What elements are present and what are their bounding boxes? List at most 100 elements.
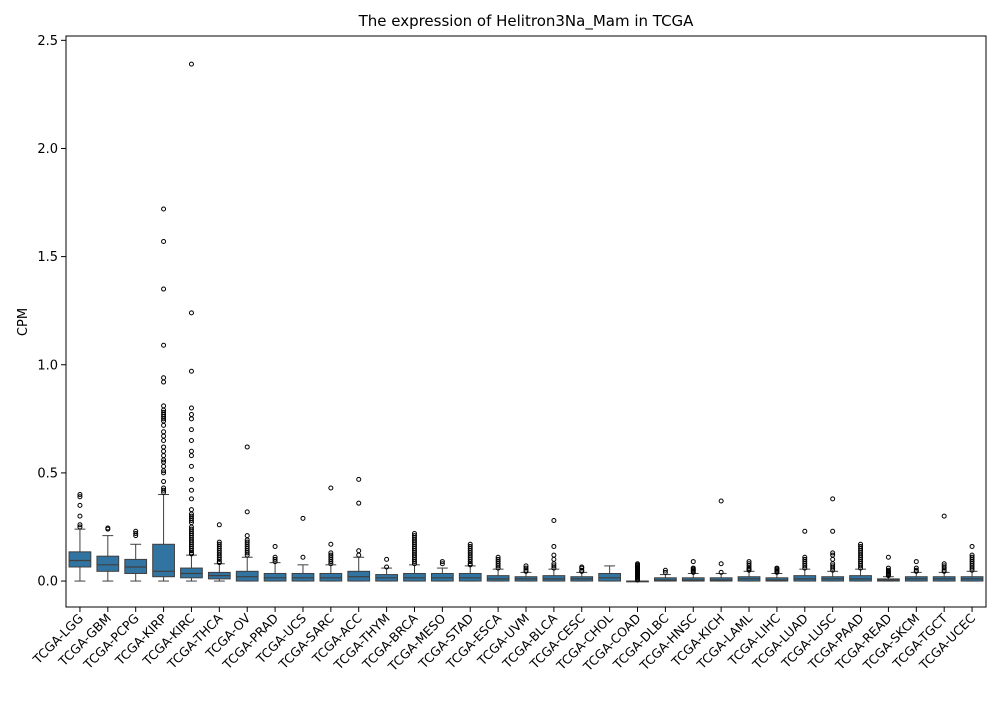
outlier-point bbox=[941, 563, 947, 569]
outlier-point bbox=[188, 412, 194, 418]
outlier-point bbox=[969, 543, 975, 549]
outlier-point bbox=[244, 539, 250, 545]
outlier-point bbox=[161, 444, 167, 450]
box-group bbox=[124, 528, 148, 582]
outlier-point bbox=[244, 509, 250, 515]
outlier-point bbox=[690, 565, 696, 571]
outlier-point bbox=[662, 567, 668, 573]
outlier-point bbox=[411, 533, 417, 539]
box-group bbox=[207, 522, 231, 582]
y-axis-label: CPM bbox=[16, 308, 31, 336]
outlier-point bbox=[328, 550, 334, 556]
box-body bbox=[68, 551, 92, 568]
y-tick-label: 1.0 bbox=[37, 358, 58, 373]
outlier-point bbox=[913, 567, 919, 573]
outlier-point bbox=[523, 563, 529, 569]
outlier-point bbox=[746, 559, 752, 565]
outlier-point bbox=[551, 543, 557, 549]
box-group bbox=[291, 515, 315, 582]
box-group bbox=[681, 559, 705, 582]
box-group bbox=[793, 528, 817, 582]
outlier-point bbox=[188, 487, 194, 493]
box-group bbox=[96, 525, 120, 582]
outlier-point bbox=[188, 427, 194, 433]
outlier-point bbox=[830, 556, 836, 562]
y-tick-label: 2.5 bbox=[37, 34, 58, 49]
box-group bbox=[458, 541, 482, 582]
outlier-point bbox=[161, 379, 167, 385]
box-group bbox=[932, 513, 956, 582]
outlier-point bbox=[579, 564, 585, 570]
box-group bbox=[570, 564, 594, 582]
outlier-point bbox=[551, 563, 557, 569]
outlier-point bbox=[830, 550, 836, 556]
outlier-point bbox=[188, 416, 194, 422]
outlier-point bbox=[858, 543, 864, 549]
outlier-point bbox=[495, 556, 501, 562]
outlier-point bbox=[272, 554, 278, 560]
outlier-point bbox=[969, 552, 975, 558]
outlier-point bbox=[188, 476, 194, 482]
box-group bbox=[654, 567, 677, 582]
outlier-point bbox=[356, 552, 362, 558]
outlier-point bbox=[830, 496, 836, 502]
box-group bbox=[403, 530, 426, 582]
box-group bbox=[849, 541, 872, 582]
outlier-point bbox=[802, 554, 808, 560]
outlier-point bbox=[161, 422, 167, 428]
outlier-point bbox=[885, 567, 891, 573]
outlier-point bbox=[188, 448, 194, 454]
outlier-point bbox=[718, 569, 724, 575]
outlier-point bbox=[77, 524, 83, 530]
box-group bbox=[542, 517, 566, 582]
outlier-point bbox=[161, 409, 167, 415]
outlier-point bbox=[913, 565, 919, 571]
outlier-point bbox=[551, 517, 557, 523]
box-group bbox=[430, 559, 454, 582]
outlier-point bbox=[662, 569, 668, 575]
y-tick-label: 0.0 bbox=[37, 575, 58, 590]
outlier-point bbox=[495, 554, 501, 560]
outlier-point bbox=[384, 564, 390, 570]
outlier-point bbox=[161, 463, 167, 469]
y-tick-label: 1.5 bbox=[37, 250, 58, 265]
outlier-point bbox=[77, 522, 83, 528]
outlier-point bbox=[774, 565, 780, 571]
outlier-point bbox=[439, 561, 445, 567]
outlier-point bbox=[188, 513, 194, 519]
outlier-point bbox=[161, 437, 167, 443]
box-group bbox=[235, 444, 259, 582]
box-group bbox=[486, 554, 510, 582]
outlier-point bbox=[161, 342, 167, 348]
outlier-point bbox=[300, 515, 306, 521]
box-group bbox=[152, 206, 175, 582]
outlier-point bbox=[272, 556, 278, 562]
box-group bbox=[737, 559, 761, 582]
box-group bbox=[960, 543, 984, 582]
box-group bbox=[709, 498, 733, 582]
box-group bbox=[514, 563, 538, 582]
outlier-point bbox=[913, 559, 919, 565]
outlier-point bbox=[161, 487, 167, 493]
box-group bbox=[263, 543, 287, 582]
outlier-point bbox=[188, 368, 194, 374]
outlier-point bbox=[161, 433, 167, 439]
outlier-point bbox=[216, 539, 222, 545]
outlier-point bbox=[885, 565, 891, 571]
box-group bbox=[319, 485, 343, 582]
outlier-point bbox=[244, 444, 250, 450]
outlier-point bbox=[718, 498, 724, 504]
box-group bbox=[180, 61, 203, 582]
outlier-point bbox=[161, 403, 167, 409]
outlier-point bbox=[188, 453, 194, 459]
outlier-point bbox=[105, 525, 111, 531]
outlier-point bbox=[802, 528, 808, 534]
chart-title: The expression of Helitron3Na_Mam in TCG… bbox=[358, 12, 695, 31]
box-group bbox=[626, 561, 649, 583]
outlier-point bbox=[439, 559, 445, 565]
outlier-point bbox=[272, 543, 278, 549]
outlier-point bbox=[523, 565, 529, 571]
outlier-point bbox=[969, 554, 975, 560]
outlier-point bbox=[328, 485, 334, 491]
